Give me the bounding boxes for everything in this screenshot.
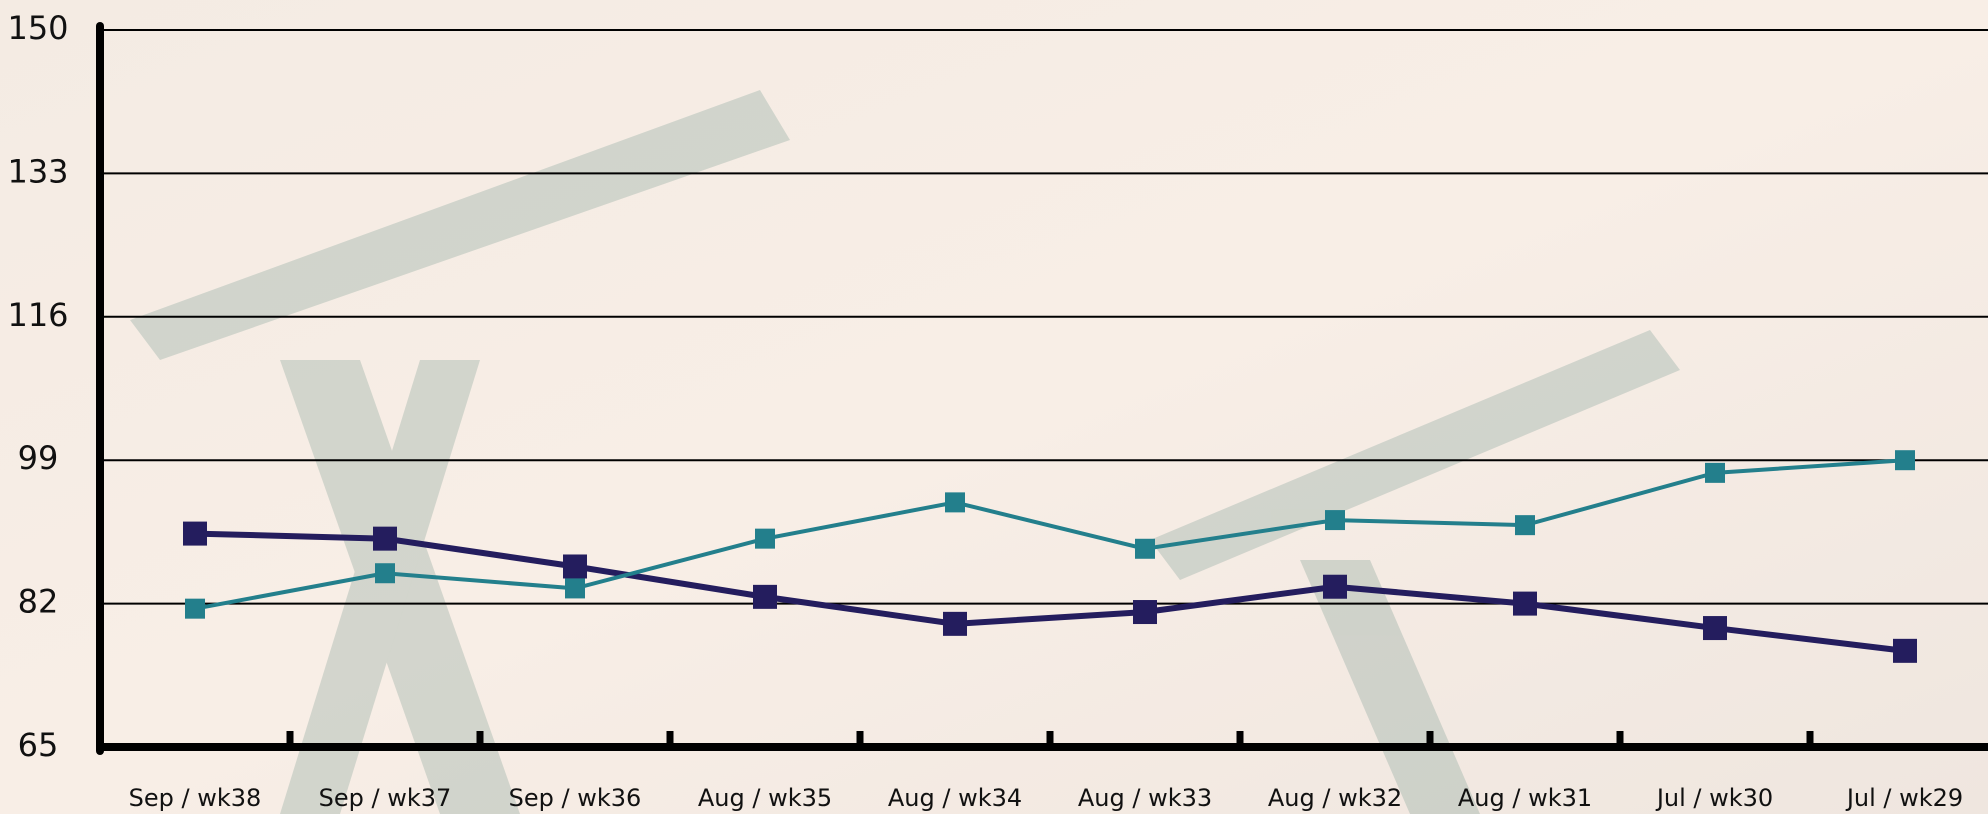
x-tick-label: Jul / wk30 xyxy=(1655,784,1773,812)
y-tick-label: 65 xyxy=(18,726,59,764)
data-point xyxy=(753,584,777,609)
y-tick-label: 82 xyxy=(18,583,59,621)
data-point xyxy=(945,492,965,513)
data-point xyxy=(1513,591,1537,616)
data-point xyxy=(563,554,587,579)
data-point xyxy=(1895,450,1915,471)
data-point xyxy=(373,526,397,551)
data-point xyxy=(1133,600,1157,625)
y-tick-label: 116 xyxy=(7,296,68,334)
data-point xyxy=(183,521,207,546)
x-tick-label: Sep / wk37 xyxy=(319,784,452,812)
data-point xyxy=(565,578,585,599)
data-point xyxy=(755,528,775,549)
data-point xyxy=(1323,574,1347,599)
data-point xyxy=(1325,510,1345,531)
y-tick-label: 99 xyxy=(18,439,59,477)
background-decoration xyxy=(130,90,1680,814)
data-point xyxy=(1515,515,1535,536)
x-tick-label: Sep / wk38 xyxy=(129,784,262,812)
series-line xyxy=(194,530,1906,654)
x-tick-label: Aug / wk34 xyxy=(888,784,1022,812)
x-tick-label: Sep / wk36 xyxy=(509,784,642,812)
data-point xyxy=(1705,462,1725,483)
x-tick-label: Aug / wk33 xyxy=(1078,784,1212,812)
series-line xyxy=(194,458,1906,611)
y-tick-label: 133 xyxy=(7,152,68,190)
data-point xyxy=(375,563,395,584)
x-tick-label: Jul / wk29 xyxy=(1845,784,1963,812)
data-point xyxy=(1893,638,1917,663)
data-point xyxy=(1135,538,1155,559)
y-tick-label: 150 xyxy=(7,9,68,47)
data-point xyxy=(185,598,205,619)
x-tick-label: Aug / wk32 xyxy=(1268,784,1402,812)
data-point xyxy=(1703,616,1727,641)
data-point xyxy=(943,611,967,636)
x-tick-label: Aug / wk35 xyxy=(698,784,832,812)
x-tick-label: Aug / wk31 xyxy=(1458,784,1592,812)
